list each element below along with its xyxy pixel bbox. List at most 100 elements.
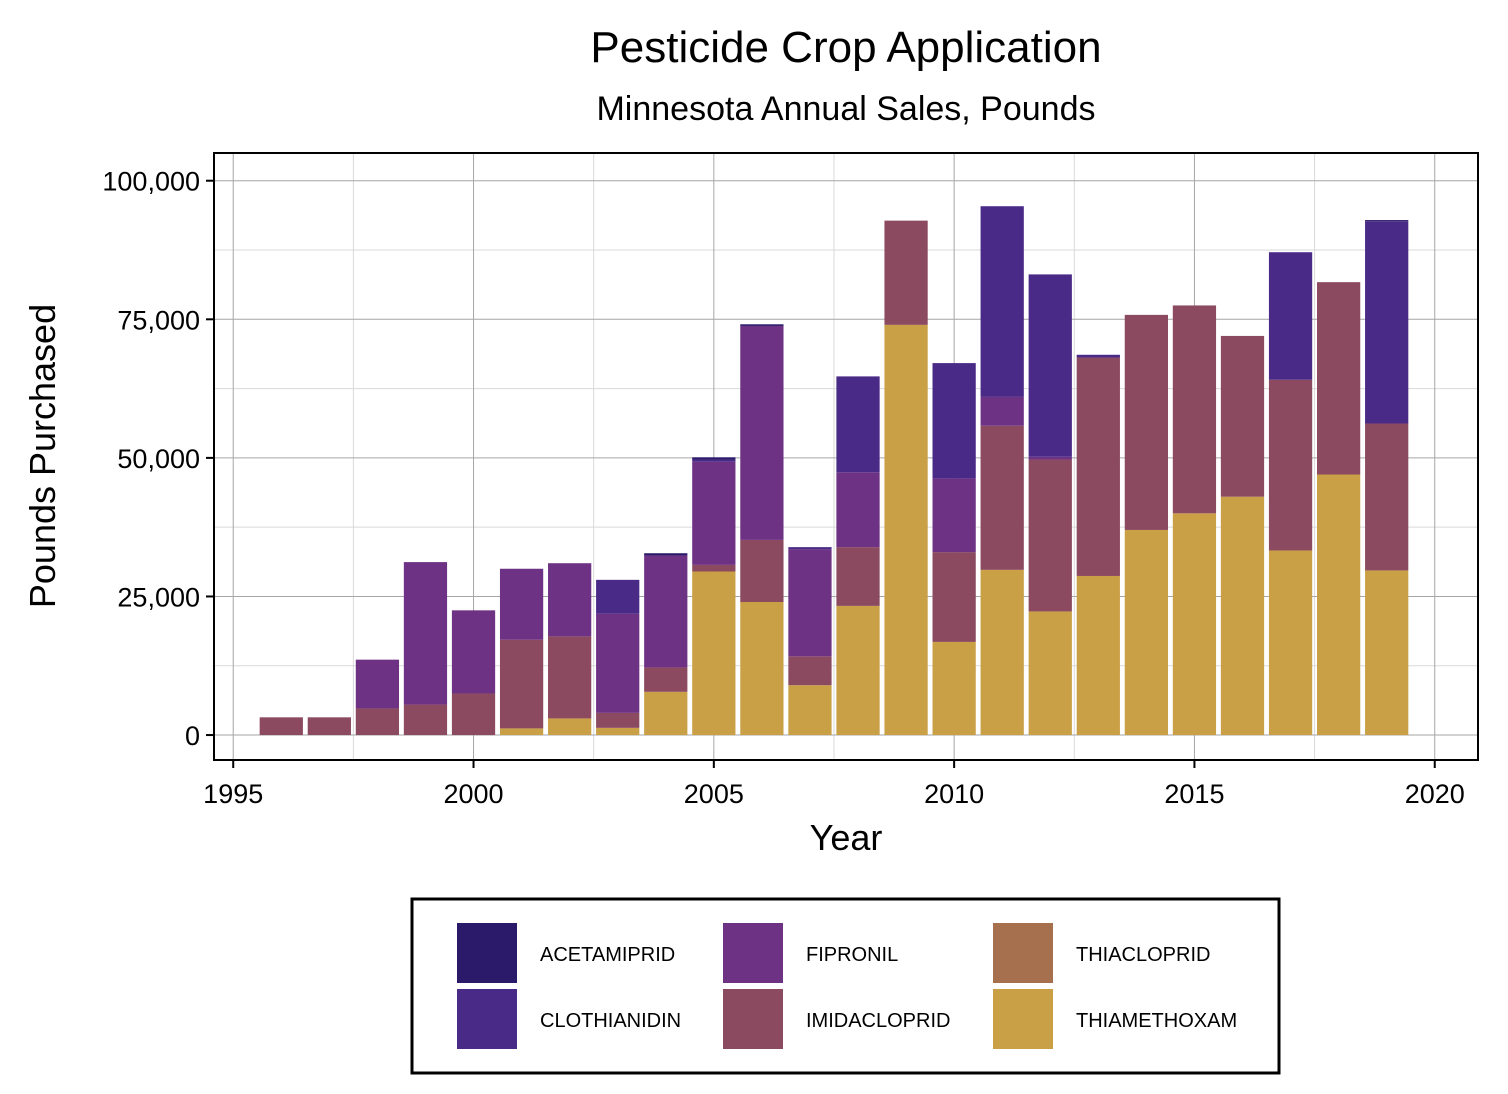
bar-fipronil-2008	[836, 472, 880, 548]
legend-swatch-thiamethoxam	[993, 989, 1053, 1049]
bar-clothianidin-2013	[1076, 354, 1120, 358]
y-tick-label: 75,000	[117, 305, 200, 335]
bar-imidacloprid-2006	[740, 539, 784, 603]
legend-label-thiacloprid: THIACLOPRID	[1076, 944, 1210, 966]
bar-fipronil-2012	[1028, 456, 1072, 460]
bar-imidacloprid-1996	[259, 717, 303, 736]
bar-imidacloprid-2005	[692, 564, 736, 572]
bar-imidacloprid-2010	[932, 552, 976, 642]
bar-imidacloprid-2011	[980, 425, 1024, 570]
bar-stacks	[259, 206, 1409, 736]
bar-thiamethoxam-2004	[644, 691, 688, 736]
bar-thiamethoxam-2002	[548, 718, 592, 736]
bar-thiamethoxam-2019	[1365, 570, 1409, 736]
bar-fipronil-1998	[355, 659, 400, 709]
bar-thiamethoxam-2012	[1028, 611, 1072, 736]
bar-fipronil-2001	[499, 568, 544, 640]
x-tick-label: 1995	[203, 779, 263, 809]
bar-clothianidin-2011	[980, 206, 1024, 397]
bar-imidacloprid-2009	[884, 220, 928, 325]
legend-label-fipronil: FIPRONIL	[806, 944, 898, 966]
y-axis: 0 25,000 50,000 75,000 100,000	[102, 167, 214, 751]
plot-border	[213, 152, 1479, 761]
x-tick-label: 2015	[1164, 779, 1224, 809]
legend: ACETAMIPRID CLOTHIANIDIN FIPRONIL IMIDACLOP…	[410, 897, 1281, 1075]
x-tick-label: 2005	[684, 779, 744, 809]
bar-thiamethoxam-2010	[932, 641, 976, 736]
bar-imidacloprid-2004	[644, 667, 688, 692]
bar-fipronil-2007	[788, 549, 832, 657]
legend-box	[410, 897, 1281, 1075]
legend-swatch-thiacloprid	[993, 923, 1053, 983]
bar-imidacloprid-2001	[499, 639, 544, 729]
bar-imidacloprid-2002	[548, 636, 592, 719]
bar-thiamethoxam-2001	[499, 728, 544, 736]
bar-thiamethoxam-2006	[740, 602, 784, 736]
bar-imidacloprid-2019	[1365, 423, 1409, 571]
plot-area	[213, 152, 1479, 761]
bar-imidacloprid-2014	[1124, 314, 1168, 530]
y-tick-label: 50,000	[117, 444, 200, 474]
bar-thiamethoxam-2005	[692, 571, 736, 736]
bar-thiamethoxam-2018	[1317, 474, 1361, 736]
legend-items: ACETAMIPRID CLOTHIANIDIN FIPRONIL IMIDACLOP…	[457, 923, 1237, 1049]
bar-acetamiprid-2019	[1365, 220, 1409, 222]
bar-imidacloprid-2012	[1028, 459, 1072, 612]
bar-imidacloprid-2003	[596, 712, 640, 728]
bar-clothianidin-2012	[1028, 274, 1072, 457]
bar-imidacloprid-1997	[307, 717, 351, 736]
bar-imidacloprid-1999	[403, 704, 448, 736]
bar-imidacloprid-2016	[1220, 335, 1265, 497]
bar-fipronil-2005	[692, 461, 736, 565]
y-tick-label: 25,000	[117, 582, 200, 612]
x-tick-label: 2010	[924, 779, 984, 809]
bar-clothianidin-2003	[596, 579, 640, 614]
legend-label-thiamethoxam: THIAMETHOXAM	[1076, 1010, 1237, 1032]
bar-thiamethoxam-2016	[1220, 496, 1265, 736]
bar-imidacloprid-2015	[1172, 305, 1217, 514]
legend-swatch-fipronil	[723, 923, 783, 983]
bar-fipronil-2010	[932, 478, 976, 553]
bar-thiamethoxam-2008	[836, 605, 880, 736]
bar-thiamethoxam-2009	[884, 324, 928, 736]
legend-label-acetamiprid: ACETAMIPRID	[540, 944, 675, 966]
bar-clothianidin-2017	[1268, 252, 1313, 380]
bar-thiamethoxam-2014	[1124, 529, 1168, 736]
bar-thiamethoxam-2013	[1076, 575, 1120, 736]
x-axis-title: Year	[810, 817, 883, 858]
bar-clothianidin-2019	[1365, 221, 1409, 424]
x-axis: 1995 2000 2005 2010 2015 2020	[203, 760, 1465, 809]
bar-clothianidin-2010	[932, 363, 976, 479]
bar-thiamethoxam-2017	[1268, 550, 1313, 736]
legend-swatch-acetamiprid	[457, 923, 517, 983]
bar-fipronil-2002	[548, 563, 592, 637]
bar-thiamethoxam-2011	[980, 569, 1024, 736]
bar-fipronil-2004	[644, 555, 688, 668]
legend-swatch-imidacloprid	[723, 989, 783, 1049]
bar-imidacloprid-2018	[1317, 282, 1361, 475]
bar-thiamethoxam-2007	[788, 685, 832, 736]
bar-fipronil-2011	[980, 396, 1024, 426]
bar-thiamethoxam-2003	[596, 727, 640, 736]
bar-thiamethoxam-2015	[1172, 513, 1217, 736]
bar-acetamiprid-2004	[644, 553, 688, 556]
chart-subtitle: Minnesota Annual Sales, Pounds	[596, 90, 1095, 128]
legend-label-imidacloprid: IMIDACLOPRID	[806, 1010, 950, 1032]
chart-title: Pesticide Crop Application	[590, 23, 1101, 72]
bar-imidacloprid-1998	[355, 708, 400, 736]
bar-imidacloprid-2007	[788, 656, 832, 686]
bar-imidacloprid-2008	[836, 547, 880, 606]
bar-acetamiprid-2006	[740, 324, 784, 326]
bar-acetamiprid-2005	[692, 457, 736, 460]
bar-fipronil-2006	[740, 325, 784, 540]
x-tick-label: 2020	[1405, 779, 1465, 809]
bar-clothianidin-2005	[692, 459, 736, 462]
bar-imidacloprid-2013	[1076, 357, 1120, 576]
bar-fipronil-2000	[451, 610, 496, 694]
bar-clothianidin-2007	[788, 547, 832, 550]
y-tick-label: 100,000	[102, 167, 200, 197]
bar-clothianidin-2008	[836, 376, 880, 473]
bar-imidacloprid-2000	[451, 693, 496, 736]
bar-imidacloprid-2017	[1268, 379, 1313, 551]
